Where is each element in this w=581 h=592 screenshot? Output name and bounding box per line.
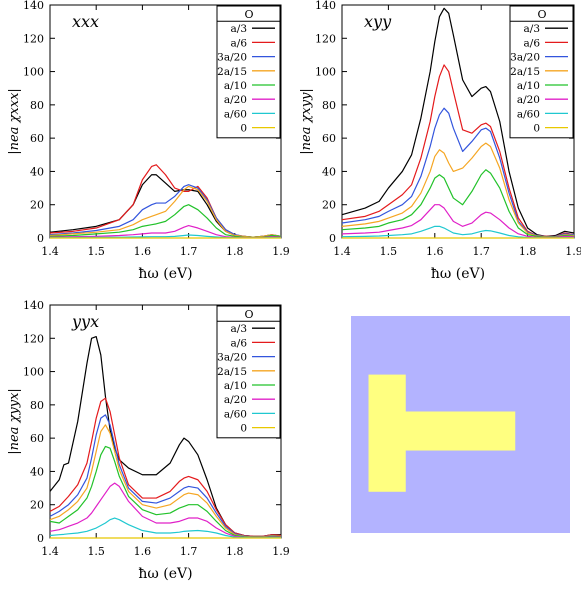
series-line-2a-15	[49, 424, 282, 538]
y-tick-label: 120	[23, 332, 44, 345]
y-tick-label: 140	[23, 299, 44, 312]
x-tick-label: 1.6	[134, 245, 152, 258]
x-axis-label: ħω (eV)	[138, 266, 192, 282]
x-tick-label: 1.6	[426, 245, 444, 258]
y-axis-label: |nea χxxx|	[7, 88, 22, 155]
legend-label: a/3	[231, 323, 247, 335]
y-tick-label: 140	[23, 0, 44, 12]
y-tick-label: 120	[23, 32, 44, 45]
panel-label: xxx	[72, 12, 99, 31]
chart-panel-xyy: 1.4 1.5 1.6 1.7 1.8 1.9 0 20 40 60 80 100 120 140 ħω (…	[299, 0, 581, 282]
panel-label: yyx	[71, 312, 99, 331]
legend-label: 3a/20	[217, 52, 247, 64]
legend-label: a/6	[524, 37, 541, 49]
legend-label: a/20	[224, 394, 247, 406]
legend-label: a/60	[517, 108, 540, 120]
x-axis-label: ħω (eV)	[138, 566, 192, 582]
x-tick-label: 1.9	[272, 545, 290, 558]
y-tick-label: 80	[30, 399, 44, 412]
x-tick-label: 1.4	[41, 545, 59, 558]
legend-label: a/10	[224, 80, 247, 92]
series-line-a-3	[341, 7, 575, 237]
structure-inset	[351, 316, 570, 533]
y-tick-label: 20	[30, 499, 44, 512]
y-tick-label: 60	[30, 432, 44, 445]
legend-label: a/60	[224, 408, 247, 420]
x-tick-label: 1.8	[226, 245, 244, 258]
legend-title: O	[537, 8, 546, 21]
y-tick-label: 40	[322, 165, 336, 178]
series-line-a-3	[49, 174, 282, 238]
legend-label: a/60	[224, 108, 247, 120]
legend-label: a/3	[524, 23, 540, 35]
x-tick-label: 1.7	[180, 545, 198, 558]
y-tick-label: 100	[23, 66, 44, 79]
legend-label: 2a/15	[217, 366, 247, 378]
y-tick-label: 0	[37, 232, 44, 245]
legend-label: 0	[240, 123, 247, 135]
x-tick-label: 1.8	[226, 545, 244, 558]
chart-panel-xxx: 1.4 1.5 1.6 1.7 1.8 1.9 0 20 40 60 80 100 120 140 ħω (…	[7, 0, 290, 282]
y-tick-label: 20	[30, 199, 44, 212]
y-tick-label: 80	[322, 99, 336, 112]
x-tick-label: 1.9	[272, 245, 290, 258]
x-tick-label: 1.9	[565, 245, 581, 258]
series-line-a-10	[49, 445, 282, 538]
y-tick-label: 100	[315, 66, 336, 79]
y-tick-label: 140	[315, 0, 336, 12]
legend-label: a/10	[517, 80, 540, 92]
legend-label: a/6	[231, 337, 248, 349]
y-tick-label: 60	[30, 132, 44, 145]
y-tick-label: 20	[322, 199, 336, 212]
y-tick-label: 40	[30, 165, 44, 178]
x-axis-label: ħω (eV)	[431, 266, 485, 282]
legend-label: a/6	[231, 37, 248, 49]
legend-label: 3a/20	[510, 52, 540, 64]
x-tick-label: 1.4	[333, 245, 351, 258]
y-tick-label: 100	[23, 366, 44, 379]
x-tick-label: 1.4	[41, 245, 59, 258]
y-tick-label: 120	[315, 32, 336, 45]
legend-label: a/20	[517, 94, 540, 106]
x-tick-label: 1.5	[87, 545, 105, 558]
series-line-a-6	[49, 164, 282, 238]
legend-title: O	[244, 308, 253, 321]
series-line-2a-15	[341, 142, 575, 238]
y-axis-label: |nea χxyy|	[299, 88, 314, 155]
panel-label: xyy	[364, 12, 392, 31]
y-axis-label: |nea χyyx|	[7, 388, 22, 455]
legend-title: O	[244, 8, 253, 21]
y-tick-label: 60	[322, 132, 336, 145]
series-line-3a-20	[49, 414, 282, 538]
y-tick-label: 40	[30, 465, 44, 478]
x-tick-label: 1.8	[519, 245, 537, 258]
x-tick-label: 1.7	[472, 245, 490, 258]
horizontal-bar	[404, 411, 516, 451]
legend-label: 2a/15	[510, 66, 540, 78]
x-tick-label: 1.5	[87, 245, 105, 258]
legend-label: 3a/20	[217, 352, 247, 364]
y-tick-label: 0	[329, 232, 336, 245]
chart-panel-yyx: 1.4 1.5 1.6 1.7 1.8 1.9 0 20 40 60 80 100 120 140 ħω (…	[7, 299, 290, 582]
legend-label: 2a/15	[217, 66, 247, 78]
legend-label: a/10	[224, 380, 247, 392]
x-tick-label: 1.7	[180, 245, 198, 258]
series-line-a-60	[49, 517, 282, 539]
legend-label: 0	[240, 423, 247, 435]
series-line-a-10	[341, 169, 575, 238]
legend-label: 0	[533, 123, 540, 135]
series-line-a-20	[341, 204, 575, 239]
vertical-bar	[368, 374, 406, 492]
x-tick-label: 1.6	[134, 545, 152, 558]
series-line-a-6	[49, 397, 282, 537]
legend-label: a/20	[224, 94, 247, 106]
series-line-a-20	[49, 482, 282, 539]
y-tick-label: 0	[37, 532, 44, 545]
x-tick-label: 1.5	[380, 245, 398, 258]
y-tick-label: 80	[30, 99, 44, 112]
legend-label: a/3	[231, 23, 247, 35]
